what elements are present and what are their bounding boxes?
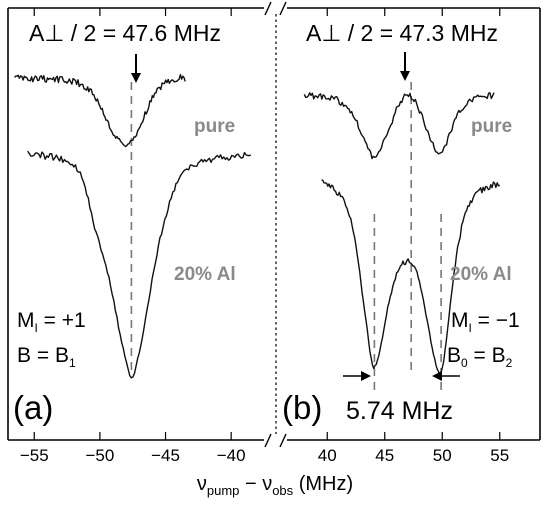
panel-b-pure-trace <box>303 92 495 160</box>
panel-b-label: (b) <box>282 389 322 426</box>
panel-a-b-label: B = B1 <box>17 344 76 370</box>
panel-a-al-trace <box>27 150 252 379</box>
panel-a-title: A⊥ / 2 = 47.6 MHz <box>29 20 221 46</box>
panel-a-label: (a) <box>13 389 53 426</box>
x-tick-label: 45 <box>375 446 394 465</box>
x-tick-label: 50 <box>433 446 452 465</box>
x-tick-label: −40 <box>217 446 246 465</box>
panel-b-pure-label: pure <box>471 116 512 137</box>
panel-b-b-label: B0 = B2 <box>447 344 513 370</box>
panel-a-pure-trace <box>14 74 186 148</box>
splitting-label: 5.74 MHz <box>346 397 453 425</box>
panel-a-ticks: −55 −50 −45 −40 <box>20 8 246 465</box>
panel-a-al-label: 20% Al <box>174 264 236 285</box>
panel-b-title: A⊥ / 2 = 47.3 MHz <box>306 20 498 46</box>
x-tick-label: 40 <box>318 446 337 465</box>
x-tick-label: −45 <box>151 446 180 465</box>
guide-lines <box>130 82 442 390</box>
x-tick-label: −55 <box>20 446 49 465</box>
panel-b-mi-label: MI = −1 <box>451 309 520 335</box>
axis-break-bottom <box>264 433 287 448</box>
x-axis-label: νpump − νobs (MHz) <box>197 473 353 498</box>
axis-break-top <box>264 1 287 16</box>
x-tick-label: 55 <box>490 446 509 465</box>
x-tick-label: −50 <box>85 446 114 465</box>
panel-b-al-label: 20% Al <box>450 264 512 285</box>
panel-a-pure-label: pure <box>194 116 235 137</box>
panel-b-al-trace <box>321 179 501 377</box>
panel-b-ticks: 40 45 50 55 <box>318 8 509 465</box>
panel-a-mi-label: MI = +1 <box>17 309 86 335</box>
plot-frame <box>7 1 541 448</box>
